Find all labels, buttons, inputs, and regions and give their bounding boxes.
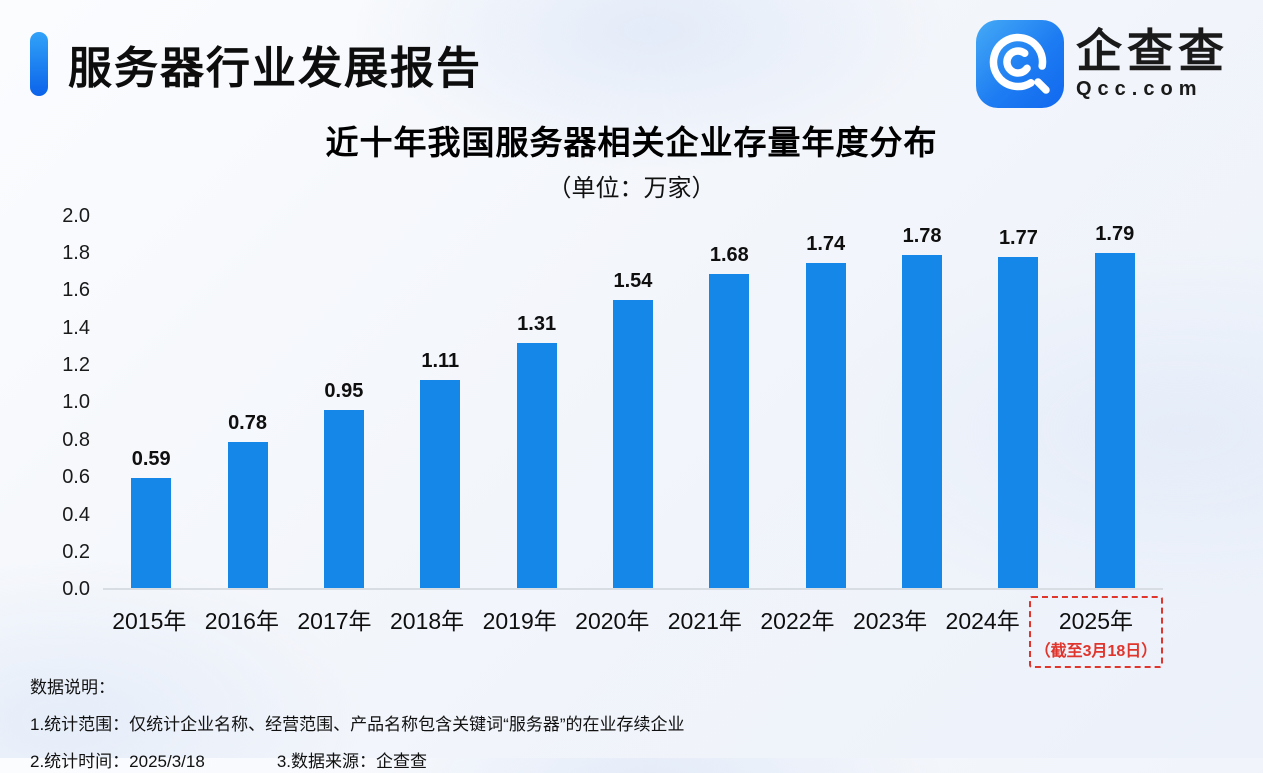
bar (709, 273, 750, 588)
qcc-logo-text: 企查查 Qcc.com (1076, 27, 1229, 101)
bar-value-label: 1.11 (421, 350, 460, 373)
bar (902, 255, 943, 588)
bar-value-label: 0.59 (131, 447, 171, 470)
bar-column: 1.11 (392, 350, 488, 588)
bar-value-label: 1.74 (806, 232, 846, 255)
bar (323, 410, 364, 588)
report-header: 服务器行业发展报告 企查查 Qcc.com (0, 0, 1263, 108)
x-axis-label: 2017年 (297, 608, 372, 634)
bar (805, 262, 846, 588)
bar (131, 477, 172, 588)
x-axis-cell: 2022年 (751, 598, 844, 668)
bar-value-label: 1.78 (902, 225, 942, 248)
x-axis-label: 2019年 (482, 608, 557, 634)
footnotes: 数据说明： 1.统计范围：仅统计企业名称、经营范围、产品名称包含关键词“服务器”… (30, 676, 1233, 773)
x-axis-label: 2016年 (204, 608, 279, 634)
note-scope: 1.统计范围：仅统计企业名称、经营范围、产品名称包含关键词“服务器”的在业存续企… (30, 715, 685, 734)
note-source: 3.数据来源：企查查 (276, 752, 427, 771)
highlight-box: 2025年 （截至3月18日） (1028, 596, 1163, 668)
x-axis-cell: 2025年 （截至3月18日） (1028, 596, 1163, 668)
bar (612, 300, 653, 588)
bar-column: 1.74 (778, 233, 874, 588)
x-axis-label: 2020年 (575, 608, 650, 634)
bar-value-label: 1.79 (1095, 223, 1135, 246)
bar-column: 1.78 (874, 225, 970, 588)
bar-value-label: 1.68 (709, 243, 749, 266)
qcc-logo-name: 企查查 (1076, 24, 1229, 77)
x-axis-label: 2015年 (112, 608, 187, 634)
bar (998, 257, 1039, 588)
bar-value-label: 0.95 (324, 380, 364, 403)
bar-value-label: 1.54 (613, 270, 653, 293)
x-axis-label: 2024年 (945, 608, 1020, 634)
bar-chart: 2.0 1.8 1.6 1.4 1.2 1.0 0.8 0.6 0.4 0.2 0.0 0.59 0.… (36, 204, 1163, 601)
x-axis-cell: 2023年 (844, 598, 937, 668)
x-axis-cell: 2020年 (566, 598, 659, 668)
x-axis-label: 2021年 (667, 608, 742, 634)
qcc-logo-domain: Qcc.com (1076, 78, 1203, 101)
bar-column: 1.31 (488, 313, 584, 588)
bar-column: 1.68 (681, 244, 777, 588)
x-axis-cell: 2015年 (103, 598, 196, 668)
bar-column: 0.59 (103, 448, 199, 588)
qcc-magnifier-icon (976, 20, 1064, 108)
x-axis-cell: 2017年 (288, 598, 381, 668)
x-axis-cell: 2019年 (473, 598, 566, 668)
note-time: 2.统计时间：2025/3/18 (30, 752, 205, 771)
bar (1094, 253, 1135, 588)
report-title: 服务器行业发展报告 (68, 44, 482, 93)
chart-title: 近十年我国服务器相关企业存量年度分布 (325, 124, 938, 161)
x-axis: 2015年 2016年 2017年 2018年 2019年 2020年 2021年 2022年… (103, 596, 1163, 668)
note-row: 2.统计时间：2025/3/18 3.数据来源：企查查 (30, 750, 1233, 773)
x-axis-cell: 2024年 (936, 598, 1029, 668)
title-accent-bar (30, 32, 48, 96)
x-axis-label: 2018年 (389, 608, 465, 634)
bar-column: 1.54 (585, 270, 681, 588)
bar (516, 343, 557, 588)
x-axis-cell: 2018年 (381, 598, 474, 668)
x-axis-cell: 2016年 (196, 598, 289, 668)
bar-value-label: 1.77 (998, 227, 1038, 250)
plot-area: 0.59 0.78 0.95 1.11 1.31 1.54 1.68 1.74 1.78 1.77… (103, 216, 1163, 590)
highlight-note: （截至3月18日） (1034, 643, 1158, 660)
chart-section: 近十年我国服务器相关企业存量年度分布 （单位：万家） 2.0 1.8 1.6 1.4 1… (0, 116, 1263, 668)
x-axis-label: 2025年 (1058, 608, 1134, 634)
bar-value-label: 0.78 (228, 412, 267, 435)
x-axis-cell: 2021年 (659, 598, 752, 668)
chart-subtitle: （单位：万家） (547, 175, 716, 202)
bar (227, 442, 268, 588)
y-axis: 2.0 1.8 1.6 1.4 1.2 1.0 0.8 0.6 0.4 0.2 0.0 (62, 204, 90, 601)
notes-heading: 数据说明： (30, 678, 115, 697)
x-axis-label: 2022年 (760, 608, 835, 634)
bar-column: 1.77 (970, 227, 1066, 588)
bar-column: 1.79 (1067, 223, 1163, 588)
qcc-logo: 企查查 Qcc.com (976, 20, 1229, 108)
bar-value-label: 1.31 (517, 313, 557, 336)
bar (420, 380, 461, 588)
x-axis-label: 2023年 (852, 608, 928, 634)
bar-column: 0.78 (199, 412, 295, 588)
bar-column: 0.95 (296, 380, 392, 588)
